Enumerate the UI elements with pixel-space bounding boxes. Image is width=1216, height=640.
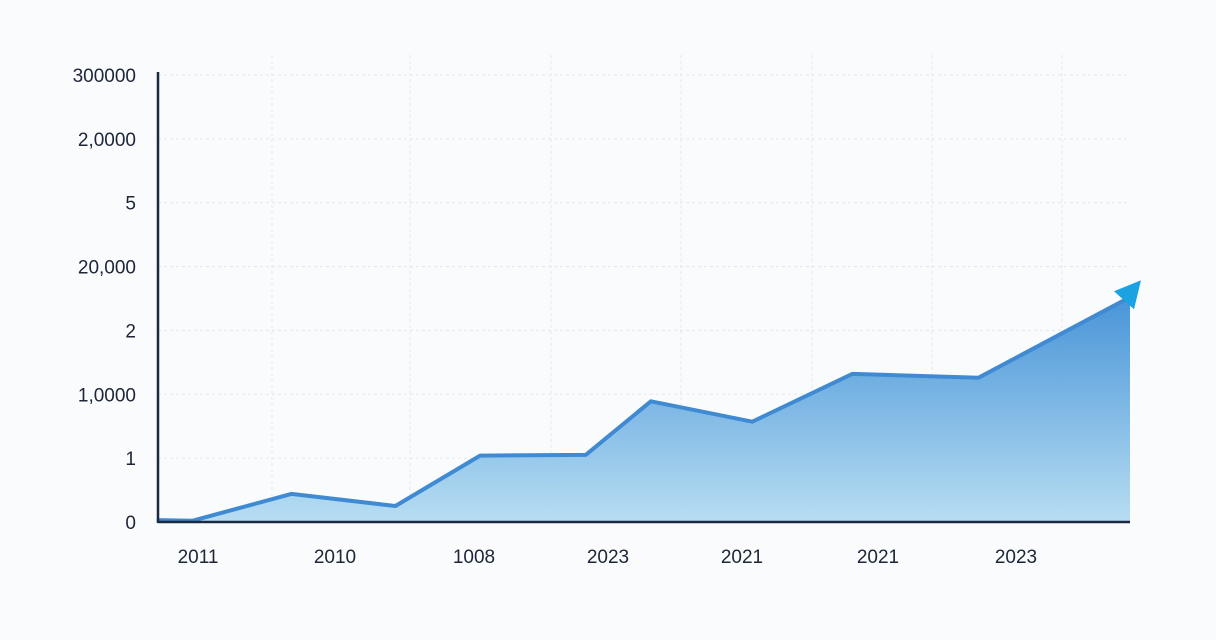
axes bbox=[156, 72, 1130, 524]
y-tick-label: 300000 bbox=[73, 66, 136, 87]
data-point bbox=[584, 453, 588, 457]
y-tick-label: 1,0000 bbox=[78, 385, 136, 406]
x-tick-label: 2021 bbox=[857, 547, 899, 568]
y-tick-label: 2 bbox=[125, 321, 136, 342]
y-tick-label: 2,0000 bbox=[78, 130, 136, 151]
grid bbox=[158, 55, 1130, 522]
x-tick-label: 2021 bbox=[721, 547, 763, 568]
series-area bbox=[156, 280, 1141, 523]
x-tick-label: 1008 bbox=[453, 547, 495, 568]
x-tick-label: 2023 bbox=[995, 547, 1037, 568]
data-point bbox=[649, 399, 653, 403]
y-tick-label: 0 bbox=[125, 513, 136, 534]
data-point bbox=[393, 504, 397, 508]
data-point bbox=[289, 492, 293, 496]
trend-arrow-icon bbox=[1114, 280, 1141, 310]
y-tick-label: 20,000 bbox=[78, 258, 136, 279]
x-tick-label: 2023 bbox=[587, 547, 629, 568]
area-fill bbox=[158, 297, 1130, 522]
y-tick-label: 1 bbox=[125, 449, 136, 470]
x-tick-label: 2011 bbox=[178, 547, 219, 568]
data-point bbox=[750, 420, 754, 424]
data-point bbox=[850, 372, 854, 376]
y-axis-ticks: 0 1 1,0000 2 20,000 5 2,0000 300000 bbox=[73, 66, 136, 534]
y-tick-label: 5 bbox=[125, 194, 136, 215]
x-axis-ticks: 2011 2010 1008 2023 2021 2021 2023 bbox=[178, 547, 1038, 568]
x-tick-label: 2010 bbox=[314, 547, 356, 568]
data-point bbox=[977, 376, 981, 380]
data-point bbox=[478, 454, 482, 458]
